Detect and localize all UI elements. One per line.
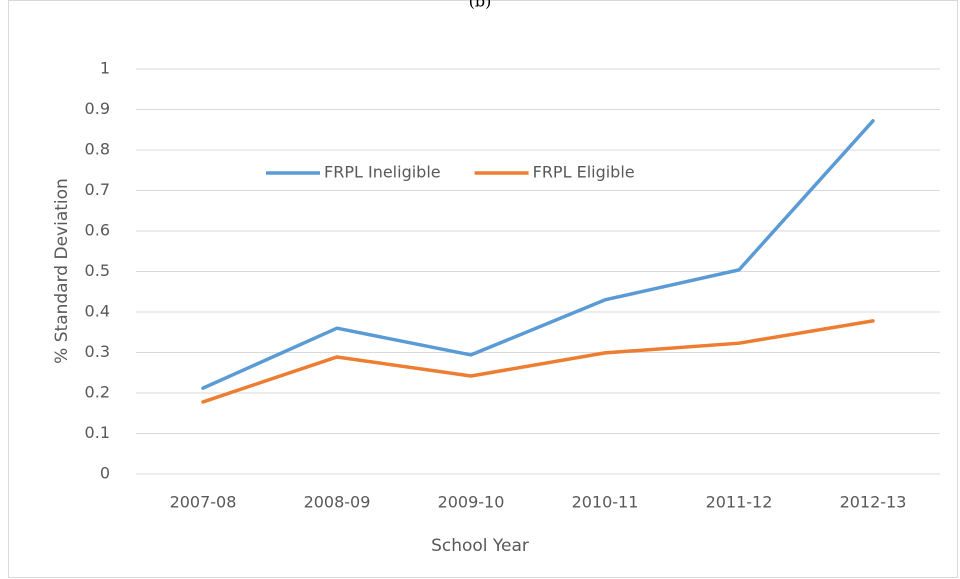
x-tick-label: 2012-13 [840,493,907,512]
y-tick-label: 0.8 [85,140,110,159]
x-axis-label: School Year [431,536,529,556]
x-tick-label: 2011-12 [706,493,773,512]
y-tick-label: 1 [100,59,110,78]
x-tick-label: 2007-08 [170,493,237,512]
x-tick-label: 2008-09 [304,493,371,512]
y-tick-label: 0.3 [85,342,110,361]
y-axis-label: % Standard Deviation [52,178,72,364]
legend-label: FRPL Eligible [533,163,635,182]
y-tick-label: 0.1 [85,423,110,442]
y-tick-label: 0 [100,464,110,483]
y-tick-label: 0.5 [85,261,110,280]
chart-border [8,0,958,578]
x-tick-label: 2010-11 [572,493,639,512]
y-tick-label: 0.4 [85,302,110,321]
y-tick-label: 0.7 [85,180,110,199]
y-tick-label: 0.2 [85,383,110,402]
chart-title: (b) [469,0,492,11]
legend-label: FRPL Ineligible [324,163,441,182]
y-tick-label: 0.6 [85,221,110,240]
line-series [201,319,875,404]
x-tick-label: 2009-10 [438,493,505,512]
line-series [201,119,875,390]
y-tick-label: 0.9 [85,99,110,118]
